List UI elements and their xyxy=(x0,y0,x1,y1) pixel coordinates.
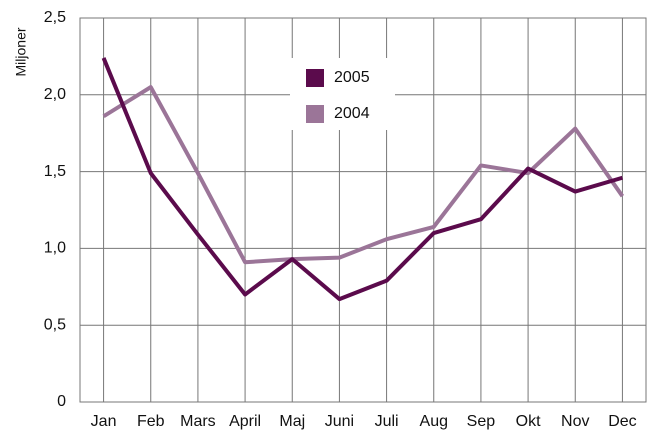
legend-swatch xyxy=(306,69,324,87)
x-tick-label: Mars xyxy=(180,413,216,430)
legend-label: 2005 xyxy=(334,69,370,86)
y-tick-label: 2,5 xyxy=(44,9,66,26)
y-axis-label: Miljoner xyxy=(13,27,29,76)
x-tick-label: Maj xyxy=(279,413,305,430)
line-series xyxy=(101,57,623,302)
x-tick-label: Juli xyxy=(375,413,399,430)
x-tick-label: Okt xyxy=(516,413,541,430)
x-tick-label: Nov xyxy=(561,413,589,430)
line-series xyxy=(102,85,625,265)
y-tick-label: 1,0 xyxy=(44,240,66,257)
x-tick-label: Aug xyxy=(420,413,448,430)
x-tick-label: Feb xyxy=(137,413,165,430)
y-tick-label: 2,0 xyxy=(44,86,66,103)
y-tick-label: 1,5 xyxy=(44,163,66,180)
legend-swatch xyxy=(306,105,324,123)
y-tick-label: 0,5 xyxy=(44,316,66,333)
legend-label: 2004 xyxy=(334,105,370,122)
x-tick-label: Juni xyxy=(325,413,354,430)
x-tick-label: April xyxy=(229,413,261,430)
x-tick-label: Jan xyxy=(91,413,117,430)
x-tick-label: Sep xyxy=(467,413,496,430)
x-tick-label: Dec xyxy=(608,413,636,430)
legend: 2005 2004 xyxy=(290,58,395,130)
y-tick-label: 0 xyxy=(57,393,66,410)
